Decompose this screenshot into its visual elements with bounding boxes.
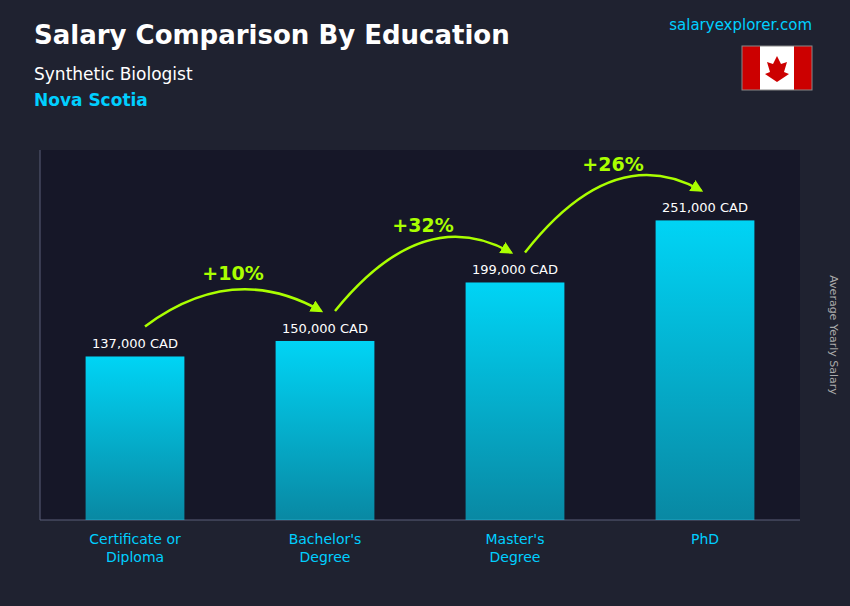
bar (656, 220, 755, 520)
x-tick-label-line: Bachelor's (289, 531, 362, 547)
background (0, 0, 850, 606)
x-tick-label-line: Diploma (106, 549, 164, 565)
x-tick-label: Certificate or Diploma (89, 531, 181, 565)
chart-svg: Salary Comparison By Education Synthetic … (0, 0, 850, 606)
y-axis-line (40, 150, 41, 520)
change-arrow (335, 237, 511, 311)
pct-change: +10% (202, 262, 263, 284)
value-label: 251,000 CAD (662, 200, 748, 215)
flag (742, 46, 812, 90)
x-tick-label-line: Certificate or (89, 531, 181, 547)
flag-part (742, 46, 760, 90)
chart-container: Salary Comparison By Education Synthetic … (0, 0, 850, 606)
y-axis-label: Average Yearly Salary (827, 275, 840, 395)
flag-border (742, 46, 812, 90)
bars (86, 220, 755, 520)
bar (86, 356, 185, 520)
value-label: 199,000 CAD (472, 262, 558, 277)
title: Salary Comparison By Education (34, 20, 510, 50)
change-arrow (525, 175, 701, 252)
x-tick-label: PhD (691, 531, 719, 547)
flag-leaf (765, 56, 789, 82)
location: Nova Scotia (34, 90, 148, 110)
pct-change: +32% (392, 214, 453, 236)
plot-area (40, 150, 800, 520)
site-text: salaryexplorer.com (669, 16, 812, 34)
bar (466, 282, 565, 520)
bar (276, 341, 375, 520)
x-tick-label-line: PhD (691, 531, 719, 547)
x-tick-label-line: Degree (490, 549, 541, 565)
x-tick-label-line: Master's (486, 531, 545, 547)
subtitle: Synthetic Biologist (34, 64, 193, 84)
x-tick-label: Bachelor's Degree (289, 531, 362, 565)
pct-change: +26% (582, 153, 643, 175)
flag-part (794, 46, 812, 90)
x-tick-label: Master's Degree (486, 531, 545, 565)
value-label: 150,000 CAD (282, 321, 368, 336)
value-label: 137,000 CAD (92, 336, 178, 351)
change-arrow (145, 289, 321, 326)
x-tick-label-line: Degree (300, 549, 351, 565)
flag-part (760, 46, 794, 90)
